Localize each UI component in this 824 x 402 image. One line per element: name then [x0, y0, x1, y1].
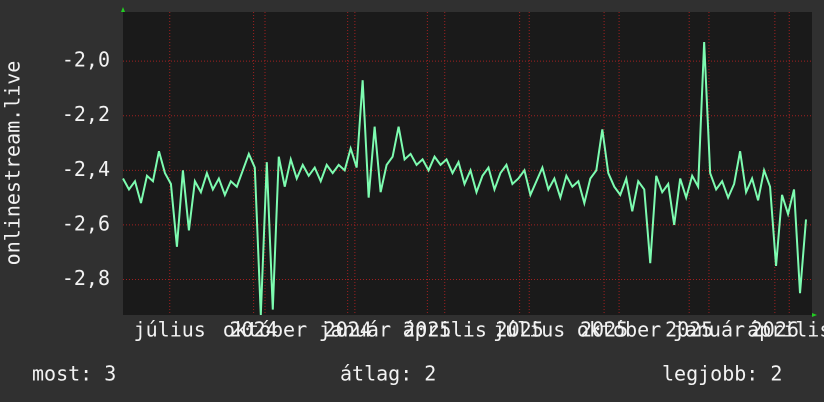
x-tick-label: július: [134, 318, 206, 342]
x-tick-label: 2025: [403, 318, 451, 342]
x-tick-label: április: [403, 318, 487, 342]
x-tick-label: január: [319, 318, 391, 342]
y-tick-label: -2,6: [62, 211, 110, 235]
x-tick-label: 2025: [496, 318, 544, 342]
y-tick-label: -2,4: [62, 157, 110, 181]
axis-arrow: [812, 313, 817, 317]
y-tick-label: -2,8: [62, 266, 110, 290]
x-tick-label: április: [747, 318, 824, 342]
y-tick-label: -2,2: [62, 102, 110, 126]
y-tick-label: -2,0: [62, 48, 110, 72]
footer-current: most: 3: [32, 362, 116, 386]
footer-average: átlag: 2: [340, 362, 436, 386]
axis-arrow: [121, 7, 125, 12]
x-tick-label: 2024: [230, 318, 278, 342]
line: [122, 41, 808, 316]
x-tick-label: október: [577, 318, 661, 342]
x-tick-label: 2026: [751, 318, 799, 342]
x-tick-label: január: [673, 318, 745, 342]
plot-area: [123, 12, 812, 315]
x-tick-label: július: [493, 318, 565, 342]
x-tick-label: 2024: [324, 318, 372, 342]
footer-best: legjobb: 2: [662, 362, 782, 386]
y-axis-label: onlinestream.live: [1, 61, 25, 266]
x-tick-label: 2025: [580, 318, 628, 342]
x-tick-label: október: [223, 318, 307, 342]
x-tick-label: 2025: [665, 318, 713, 342]
